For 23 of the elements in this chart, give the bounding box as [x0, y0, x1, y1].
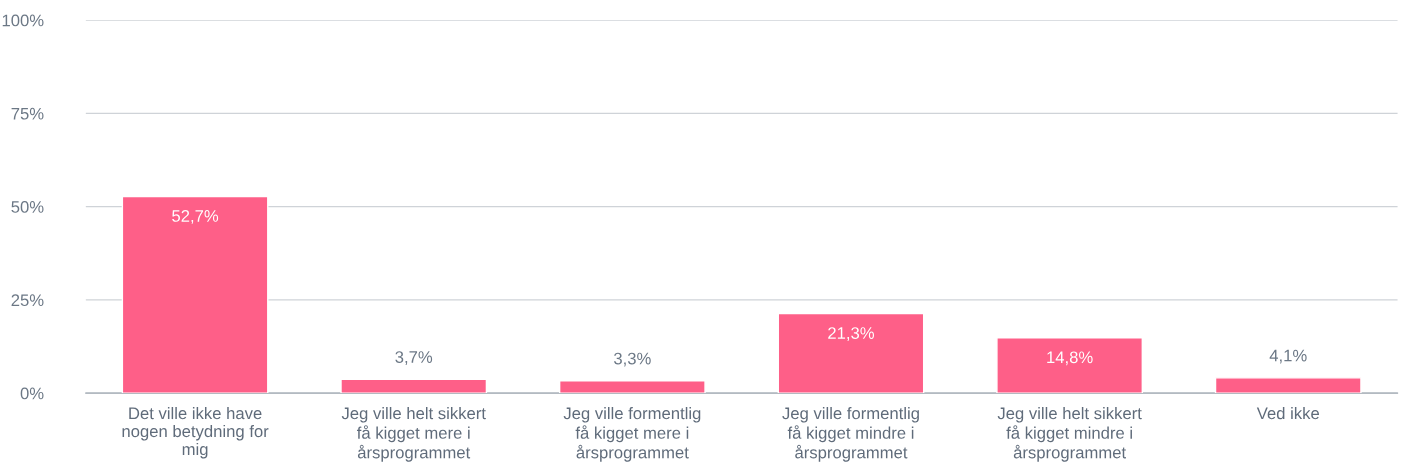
y-tick-label: 100%	[2, 14, 44, 27]
y-tick-label: 0%	[20, 387, 44, 400]
y-tick-label: 75%	[11, 107, 44, 120]
x-tick-label: Jeg ville helt sikkert få kigget mindre i årsprogrammet	[997, 407, 1142, 462]
x-tick-label: Det ville ikke have nogen betydning for mig	[122, 407, 269, 459]
data-label: 4,1%	[1269, 349, 1307, 364]
data-label: 14,8%	[1047, 351, 1093, 366]
bar	[1214, 377, 1362, 394]
bar	[558, 380, 706, 394]
y-tick-label: 50%	[11, 201, 44, 213]
bar	[996, 337, 1144, 394]
bar	[340, 378, 488, 394]
data-label: 21,3%	[828, 327, 875, 341]
data-label: 52,7%	[172, 210, 219, 224]
y-tick-label: 25%	[11, 294, 44, 307]
bar	[121, 195, 269, 394]
x-tick-label: Jeg ville formentlig få kigget mere i årsprogrammet	[563, 407, 701, 462]
x-tick-label: Ved ikke	[1256, 407, 1320, 420]
data-label: 3,7%	[395, 351, 433, 365]
bar	[777, 312, 925, 394]
data-label: 3,3%	[613, 352, 651, 367]
x-tick-label: Jeg ville helt sikkert få kigget mere i årsprogrammet	[341, 407, 486, 462]
x-tick-label: Jeg ville formentlig få kigget mindre i årsprogrammet	[782, 407, 919, 462]
